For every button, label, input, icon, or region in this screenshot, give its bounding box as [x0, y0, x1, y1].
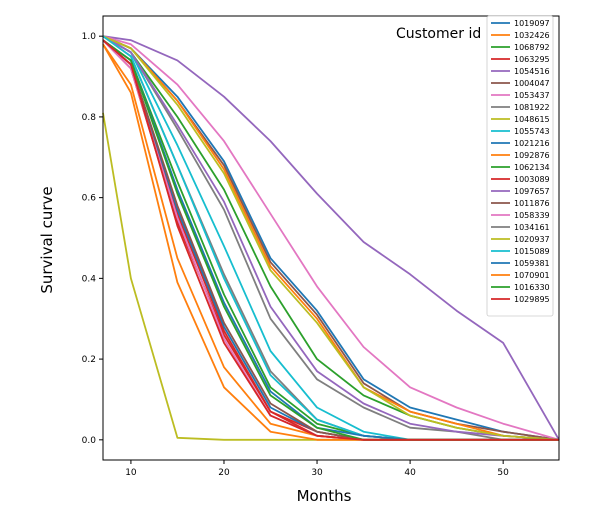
legend-label: 1097657: [514, 187, 550, 196]
legend-item: 1068792: [491, 43, 550, 52]
legend-item: 1054516: [491, 67, 550, 76]
legend-item: 1059381: [491, 259, 550, 268]
legend-item: 1081922: [491, 103, 550, 112]
legend-item: 1032426: [491, 31, 550, 40]
series-lines: [102, 35, 560, 441]
y-tick-label: 0.8: [82, 113, 97, 123]
legend-item: 1063295: [491, 55, 550, 64]
legend-item: 1034161: [491, 223, 550, 232]
legend-title: Customer id: [396, 26, 481, 42]
x-tick-label: 40: [404, 468, 416, 478]
x-tick-label: 20: [218, 468, 230, 478]
x-axis-label: Months: [297, 487, 352, 505]
legend-label: 1003089: [514, 175, 550, 184]
series-line-1020937: [102, 35, 560, 441]
legend-label: 1021216: [514, 139, 550, 148]
legend-label: 1058339: [514, 211, 550, 220]
legend-label: 1015089: [514, 247, 550, 256]
legend-item: 1062134: [491, 163, 550, 172]
series-line-1092876: [102, 35, 560, 441]
legend-label: 1004047: [514, 79, 550, 88]
x-tick-label: 30: [311, 468, 323, 478]
legend-item: 1003089: [491, 175, 550, 184]
legend-item: 1058339: [491, 211, 550, 220]
legend-item: 1097657: [491, 187, 550, 196]
legend-item: 1021216: [491, 139, 550, 148]
y-tick-label: 0.6: [82, 194, 97, 204]
legend-label: 1054516: [514, 67, 550, 76]
legend-label: 1092876: [514, 151, 550, 160]
legend-item: 1020937: [491, 235, 550, 244]
legend-item: 1055743: [491, 127, 550, 136]
series-line-1054516: [102, 35, 560, 441]
legend-item: 1004047: [491, 79, 550, 88]
y-tick-label: 0.2: [82, 355, 96, 365]
series-line-1053437: [102, 35, 560, 441]
legend-label: 1048615: [514, 115, 550, 124]
y-tick-label: 0.0: [82, 436, 97, 446]
series-line-1081922: [102, 35, 559, 441]
legend-item: 1029895: [491, 295, 550, 304]
x-tick-label: 50: [497, 468, 509, 478]
legend-box: [486, 15, 554, 317]
legend-label: 1070901: [514, 271, 550, 280]
legend-label: 1029895: [514, 295, 550, 304]
legend-label: 1034161: [514, 223, 550, 232]
series-line-1029895: [102, 39, 559, 441]
legend-item: 1019097: [491, 19, 550, 28]
legend-label: 1019097: [514, 19, 550, 28]
legend: 1019097 1032426 1068792 1063295 1054516 10040…: [491, 19, 550, 304]
legend-label: 1011876: [514, 199, 550, 208]
legend-item: 1070901: [491, 271, 550, 280]
legend-label: 1055743: [514, 127, 550, 136]
legend-label: 1062134: [514, 163, 550, 172]
series-line-1097657: [102, 35, 560, 441]
x-tick-label: 10: [125, 468, 137, 478]
legend-label: 1081922: [514, 103, 550, 112]
legend-label: 1068792: [514, 43, 550, 52]
series-line-1019097: [102, 35, 560, 441]
legend-item: 1092876: [491, 151, 550, 160]
legend-item: 1048615: [491, 115, 550, 124]
legend-item: 1015089: [491, 247, 550, 256]
axis-ticks: 10 20 30 40 50 0.0 0.2 0.4 0.6 0.8 1.0: [82, 32, 509, 478]
legend-item: 1011876: [491, 199, 550, 208]
legend-label: 1063295: [514, 55, 550, 64]
y-axis-label: Survival curve: [38, 186, 56, 293]
y-tick-label: 1.0: [82, 32, 97, 42]
legend-label: 1032426: [514, 31, 550, 40]
legend-item: 1053437: [491, 91, 550, 100]
legend-item: 1016330: [491, 283, 550, 292]
legend-label: 1016330: [514, 283, 550, 292]
legend-label: 1059381: [514, 259, 550, 268]
plot-frame: [102, 15, 560, 461]
legend-label: 1053437: [514, 91, 550, 100]
y-tick-label: 0.4: [82, 274, 97, 284]
legend-label: 1020937: [514, 235, 550, 244]
